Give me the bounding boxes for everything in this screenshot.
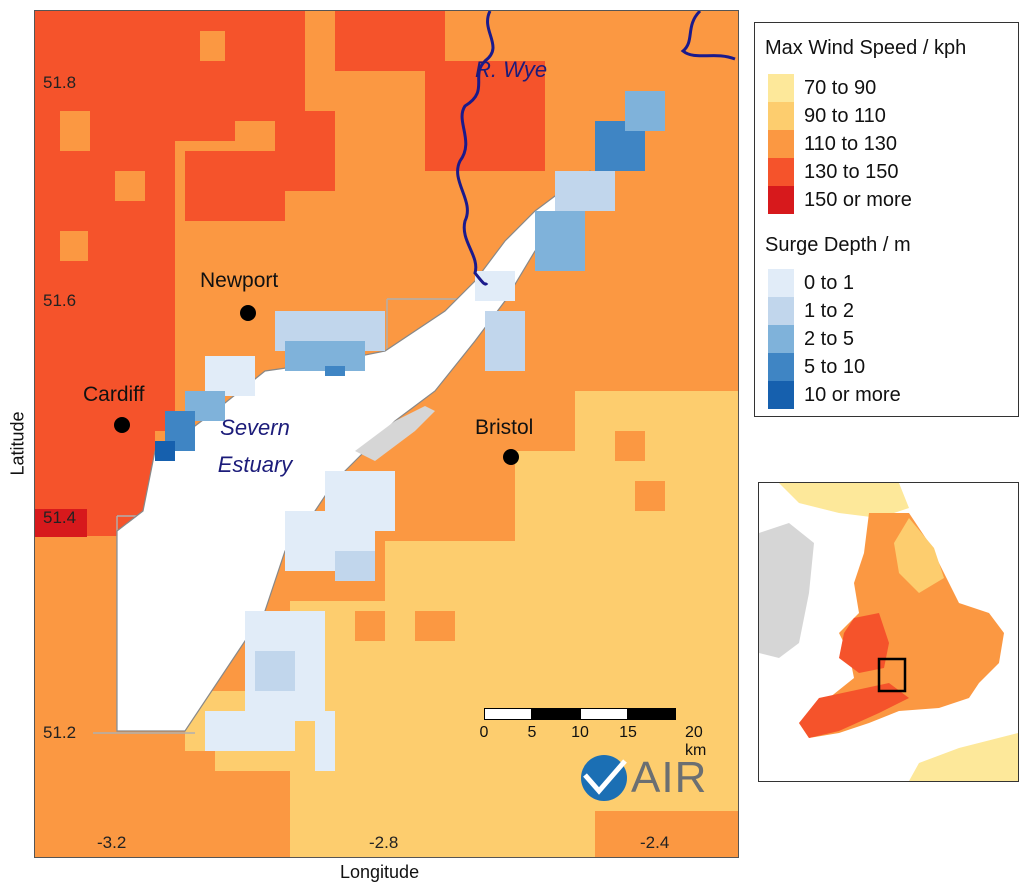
inset-locator-map: [758, 482, 1019, 782]
legend-surge-item: 1 to 2: [768, 297, 854, 325]
estuary-shore-gray: [355, 406, 435, 461]
city-dot-bristol: [503, 449, 519, 465]
river-wye: [456, 11, 495, 286]
legend-swatch: [768, 297, 794, 325]
legend-surge-title: Surge Depth / m: [765, 234, 911, 256]
city-label-newport: Newport: [200, 269, 279, 292]
legend-swatch: [768, 381, 794, 409]
estuary-label: Severn Estuary: [217, 415, 293, 477]
inset-location-box: [877, 657, 907, 693]
wind-zone-130-150: [35, 11, 545, 536]
legend-swatch: [768, 158, 794, 186]
legend-swatch: [768, 74, 794, 102]
lat-tick-51-2: 51.2: [43, 723, 77, 742]
river-east: [680, 11, 736, 61]
scale-label-5: 5: [527, 724, 537, 741]
wind-zone-130-150-notches: [60, 31, 225, 261]
scale-seg-4: [628, 708, 676, 720]
legend-swatch: [768, 102, 794, 130]
legend-swatch: [768, 353, 794, 381]
scale-label-20km: 20 km: [685, 724, 707, 759]
legend-surge-item: 5 to 10: [768, 353, 865, 381]
scale-label-15: 15: [619, 724, 637, 741]
legend-wind-item: 150 or more: [768, 186, 912, 214]
inset-map-canvas: [759, 483, 1018, 781]
inset-southwest: [799, 683, 909, 738]
city-dot-newport: [240, 305, 256, 321]
y-axis-title: Latitude: [7, 411, 28, 476]
lon-tick-2-4: -2.4: [640, 833, 670, 852]
legend-wind-item: 90 to 110: [768, 102, 886, 130]
scale-seg-2: [532, 708, 580, 720]
river-wye-label: R. Wye: [475, 57, 548, 82]
inset-great-britain: [799, 513, 1004, 738]
scale-label-10: 10: [571, 724, 589, 741]
lon-tick-2-8: -2.8: [369, 833, 399, 852]
legend-label: 110 to 130: [804, 132, 898, 155]
inset-wales: [839, 613, 889, 673]
legend-swatch: [768, 269, 794, 297]
wind-zone-150-plus: [35, 509, 87, 537]
inset-ireland: [759, 523, 814, 658]
surge-cells-south-shore: [205, 471, 395, 771]
legend-swatch: [768, 325, 794, 353]
legend-surge-item: 0 to 1: [768, 269, 854, 297]
surge-map: 51.8 51.6 51.4 51.2 -3.2 -2.8 -2.4 Newpo…: [34, 10, 739, 858]
lat-tick-51-8: 51.8: [43, 73, 77, 92]
wind-zone-110-130-south: [35, 431, 738, 857]
legend-wind-item: 110 to 130: [768, 130, 897, 158]
city-dot-cardiff: [114, 417, 130, 433]
scale-seg-3: [580, 708, 628, 720]
legend-surge-item: 2 to 5: [768, 325, 854, 353]
legend-label: 10 or more: [804, 383, 901, 406]
lat-tick-51-4: 51.4: [43, 508, 77, 527]
city-label-bristol: Bristol: [475, 416, 534, 439]
legend-swatch: [768, 186, 794, 214]
legend-label: 5 to 10: [804, 355, 866, 378]
legend-wind-item: 130 to 150: [768, 158, 899, 186]
map-canvas: [35, 11, 738, 857]
inset-north-light: [894, 518, 944, 593]
legend-label: 0 to 1: [804, 271, 855, 294]
legend-wind-item: 70 to 90: [768, 74, 876, 102]
air-logo-text: AIR: [631, 753, 708, 802]
legend-label: 150 or more: [804, 188, 912, 211]
lon-tick-3-2: -3.2: [97, 833, 127, 852]
x-axis-title: Longitude: [340, 862, 420, 882]
legend-surge-item: 10 or more: [768, 381, 901, 409]
inset-france: [909, 733, 1018, 781]
scale-label-0: 0: [479, 724, 489, 741]
legend-label: 130 to 150: [804, 160, 899, 183]
scale-seg-1: [484, 708, 532, 720]
legend: Max Wind Speed / kph 70 to 90 90 to 110 …: [754, 22, 1019, 417]
legend-label: 1 to 2: [804, 299, 855, 322]
legend-wind-title: Max Wind Speed / kph: [765, 37, 967, 59]
legend-label: 70 to 90: [804, 76, 877, 99]
surge-cells-upper-estuary: [475, 91, 665, 371]
legend-label: 90 to 110: [804, 104, 886, 127]
legend-label: 2 to 5: [804, 327, 855, 350]
inset-scotland-north: [779, 483, 909, 518]
air-logo: AIR: [579, 753, 709, 805]
air-checkmark-icon: [581, 755, 627, 801]
surge-cells-north-shore: [155, 311, 385, 461]
scale-bar: 0 5 10 15 20 km: [480, 708, 724, 759]
legend-swatch: [768, 130, 794, 158]
city-label-cardiff: Cardiff: [83, 383, 145, 406]
lat-tick-51-6: 51.6: [43, 291, 77, 310]
